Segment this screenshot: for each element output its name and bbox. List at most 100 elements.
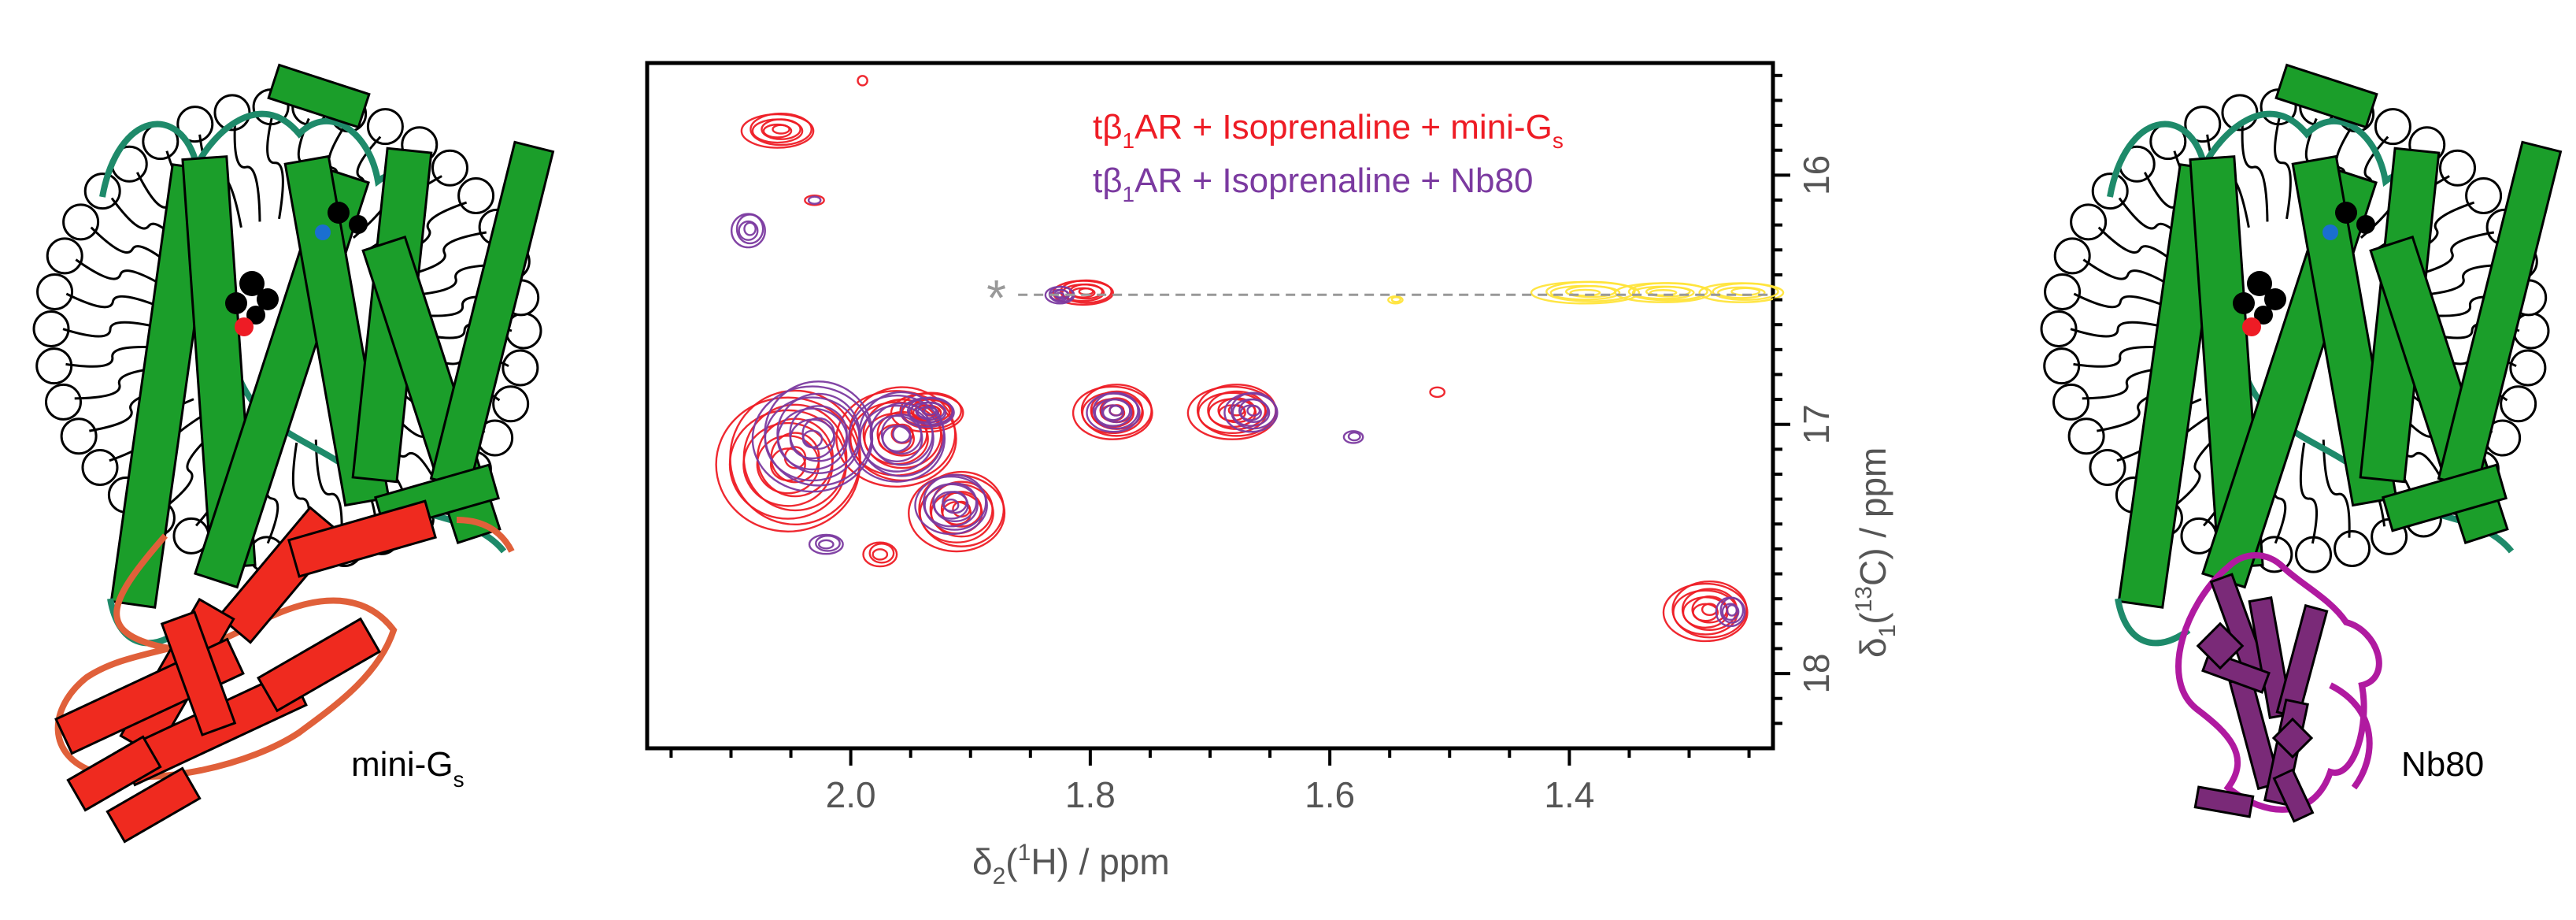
peak-2-1 [1614,282,1712,303]
contour-level [940,491,983,528]
x-tick-label: 1.4 [1544,774,1594,815]
contour-level [738,220,759,241]
contour-level [749,113,812,147]
peak-1-4 [847,391,946,483]
lipid-head [81,448,119,486]
contour-level [918,470,1005,547]
legend-entry-mini-gs: tβ1AR + Isoprenaline + mini-Gs [1093,108,1564,153]
y-tick-label: 16 [1796,155,1837,195]
mini-gs-protein-icon [54,499,515,844]
contour-layer [715,75,1785,643]
ligand-isoprenaline-icon [2233,202,2375,336]
lipid-head [366,108,404,146]
peak-0-2 [804,194,825,206]
y-tick-label: 17 [1796,404,1837,444]
receptor-helices-icon [2107,63,2563,647]
contour-level [1726,603,1738,617]
lipid-head [431,149,469,187]
lipid-tail [2070,321,2178,338]
contour-level [735,213,764,245]
lipid-tail [399,263,502,298]
contour-level [835,390,957,488]
contour-level [1246,404,1261,417]
peak-0-8 [862,541,898,568]
x-tick-label: 2.0 [826,774,876,815]
reference-line-layer: * [986,269,1773,326]
contour-level [942,498,960,512]
y-tick-label: 18 [1796,654,1837,694]
contour-level [1429,386,1446,399]
contour-level [923,406,938,416]
peak-2-3 [1387,295,1404,305]
lipid-head [2040,310,2078,348]
peak-1-6 [914,473,988,536]
peak-0-1 [857,75,868,87]
left-structure-panel: mini-Gs [32,63,555,844]
lipid-head [2043,347,2081,385]
contour-level [772,124,790,135]
asterisk-marker: * [986,269,1006,326]
peak-1-0 [730,213,766,249]
contour-level [808,533,844,555]
peak-0-3 [1052,279,1114,306]
lipid-head [2509,349,2547,387]
lipid-head [2334,530,2371,568]
x-tick-label: 1.6 [1305,774,1355,815]
y-tick-label-group: 16 [1796,155,1837,195]
lipid-head [176,106,214,143]
legend-entry-nb80: tβ1AR + Isoprenaline + Nb80 [1093,161,1533,206]
contour-level [859,404,935,473]
peak-0-11 [1429,386,1446,399]
contour-level [922,473,987,531]
x-tick-label: 1.8 [1065,774,1116,815]
lipid-tail [2399,231,2495,280]
lipid-head [492,385,530,423]
lipid-head [45,383,83,421]
lipid-head [2052,383,2090,421]
contour-level [818,539,835,550]
contour-level [847,394,946,483]
peak-0-0 [740,113,815,149]
peak-1-10 [1342,430,1364,444]
contour-level [1712,282,1779,301]
lipid-tail [2322,440,2351,538]
contour-level [929,480,994,538]
contour-level [1060,279,1112,304]
lipid-tail [2274,117,2292,220]
contour-level [1108,404,1123,417]
lipid-head [2184,106,2222,143]
contour-level [1101,398,1131,424]
lipid-head [2053,237,2091,275]
peak-1-11 [1715,596,1746,628]
lipid-head [60,417,98,455]
lipid-tail [391,231,487,280]
contour-level [1649,289,1678,297]
contour-level [1390,296,1402,303]
lipid-head [2374,108,2411,146]
lipid-head [2089,448,2126,486]
contour-level [1672,589,1739,636]
lipid-tail [65,346,171,368]
lipid-head [2070,203,2108,241]
right-protein-label: Nb80 [2401,745,2484,784]
lipid-head [457,176,495,214]
contour-level [1645,285,1691,298]
contour-level [761,118,801,140]
peak-1-7 [808,533,844,555]
lipid-head [35,347,73,385]
contour-level [1068,283,1104,300]
lipid-tail [2073,346,2178,368]
contour-level [857,75,868,87]
lipid-head [2067,417,2105,455]
y-tick-label-group: 17 [1796,404,1837,444]
contour-level [1717,286,1766,299]
contour-level [743,221,757,236]
lipid-tail [314,440,343,538]
lipid-tail [2407,263,2509,298]
lipid-tail [2241,123,2269,222]
contour-level [932,482,978,523]
peak-1-5 [900,396,955,428]
legend: tβ1AR + Isoprenaline + mini-Gs tβ1AR + I… [1093,108,1564,206]
lipid-head [32,310,70,348]
lipid-head [62,203,100,241]
